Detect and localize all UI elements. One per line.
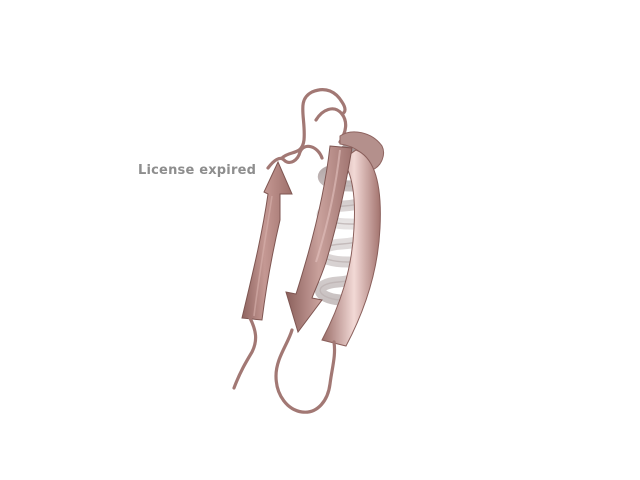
- loop-left-to-strand: [266, 144, 324, 170]
- beta-strand-middle: [285, 145, 353, 334]
- loop-bottom-left: [232, 316, 258, 390]
- loop-bottom-middle: [274, 328, 337, 414]
- license-expired-watermark: License expired: [138, 163, 257, 178]
- beta-strand-left: [241, 160, 293, 321]
- beta-strand-right: [321, 149, 381, 347]
